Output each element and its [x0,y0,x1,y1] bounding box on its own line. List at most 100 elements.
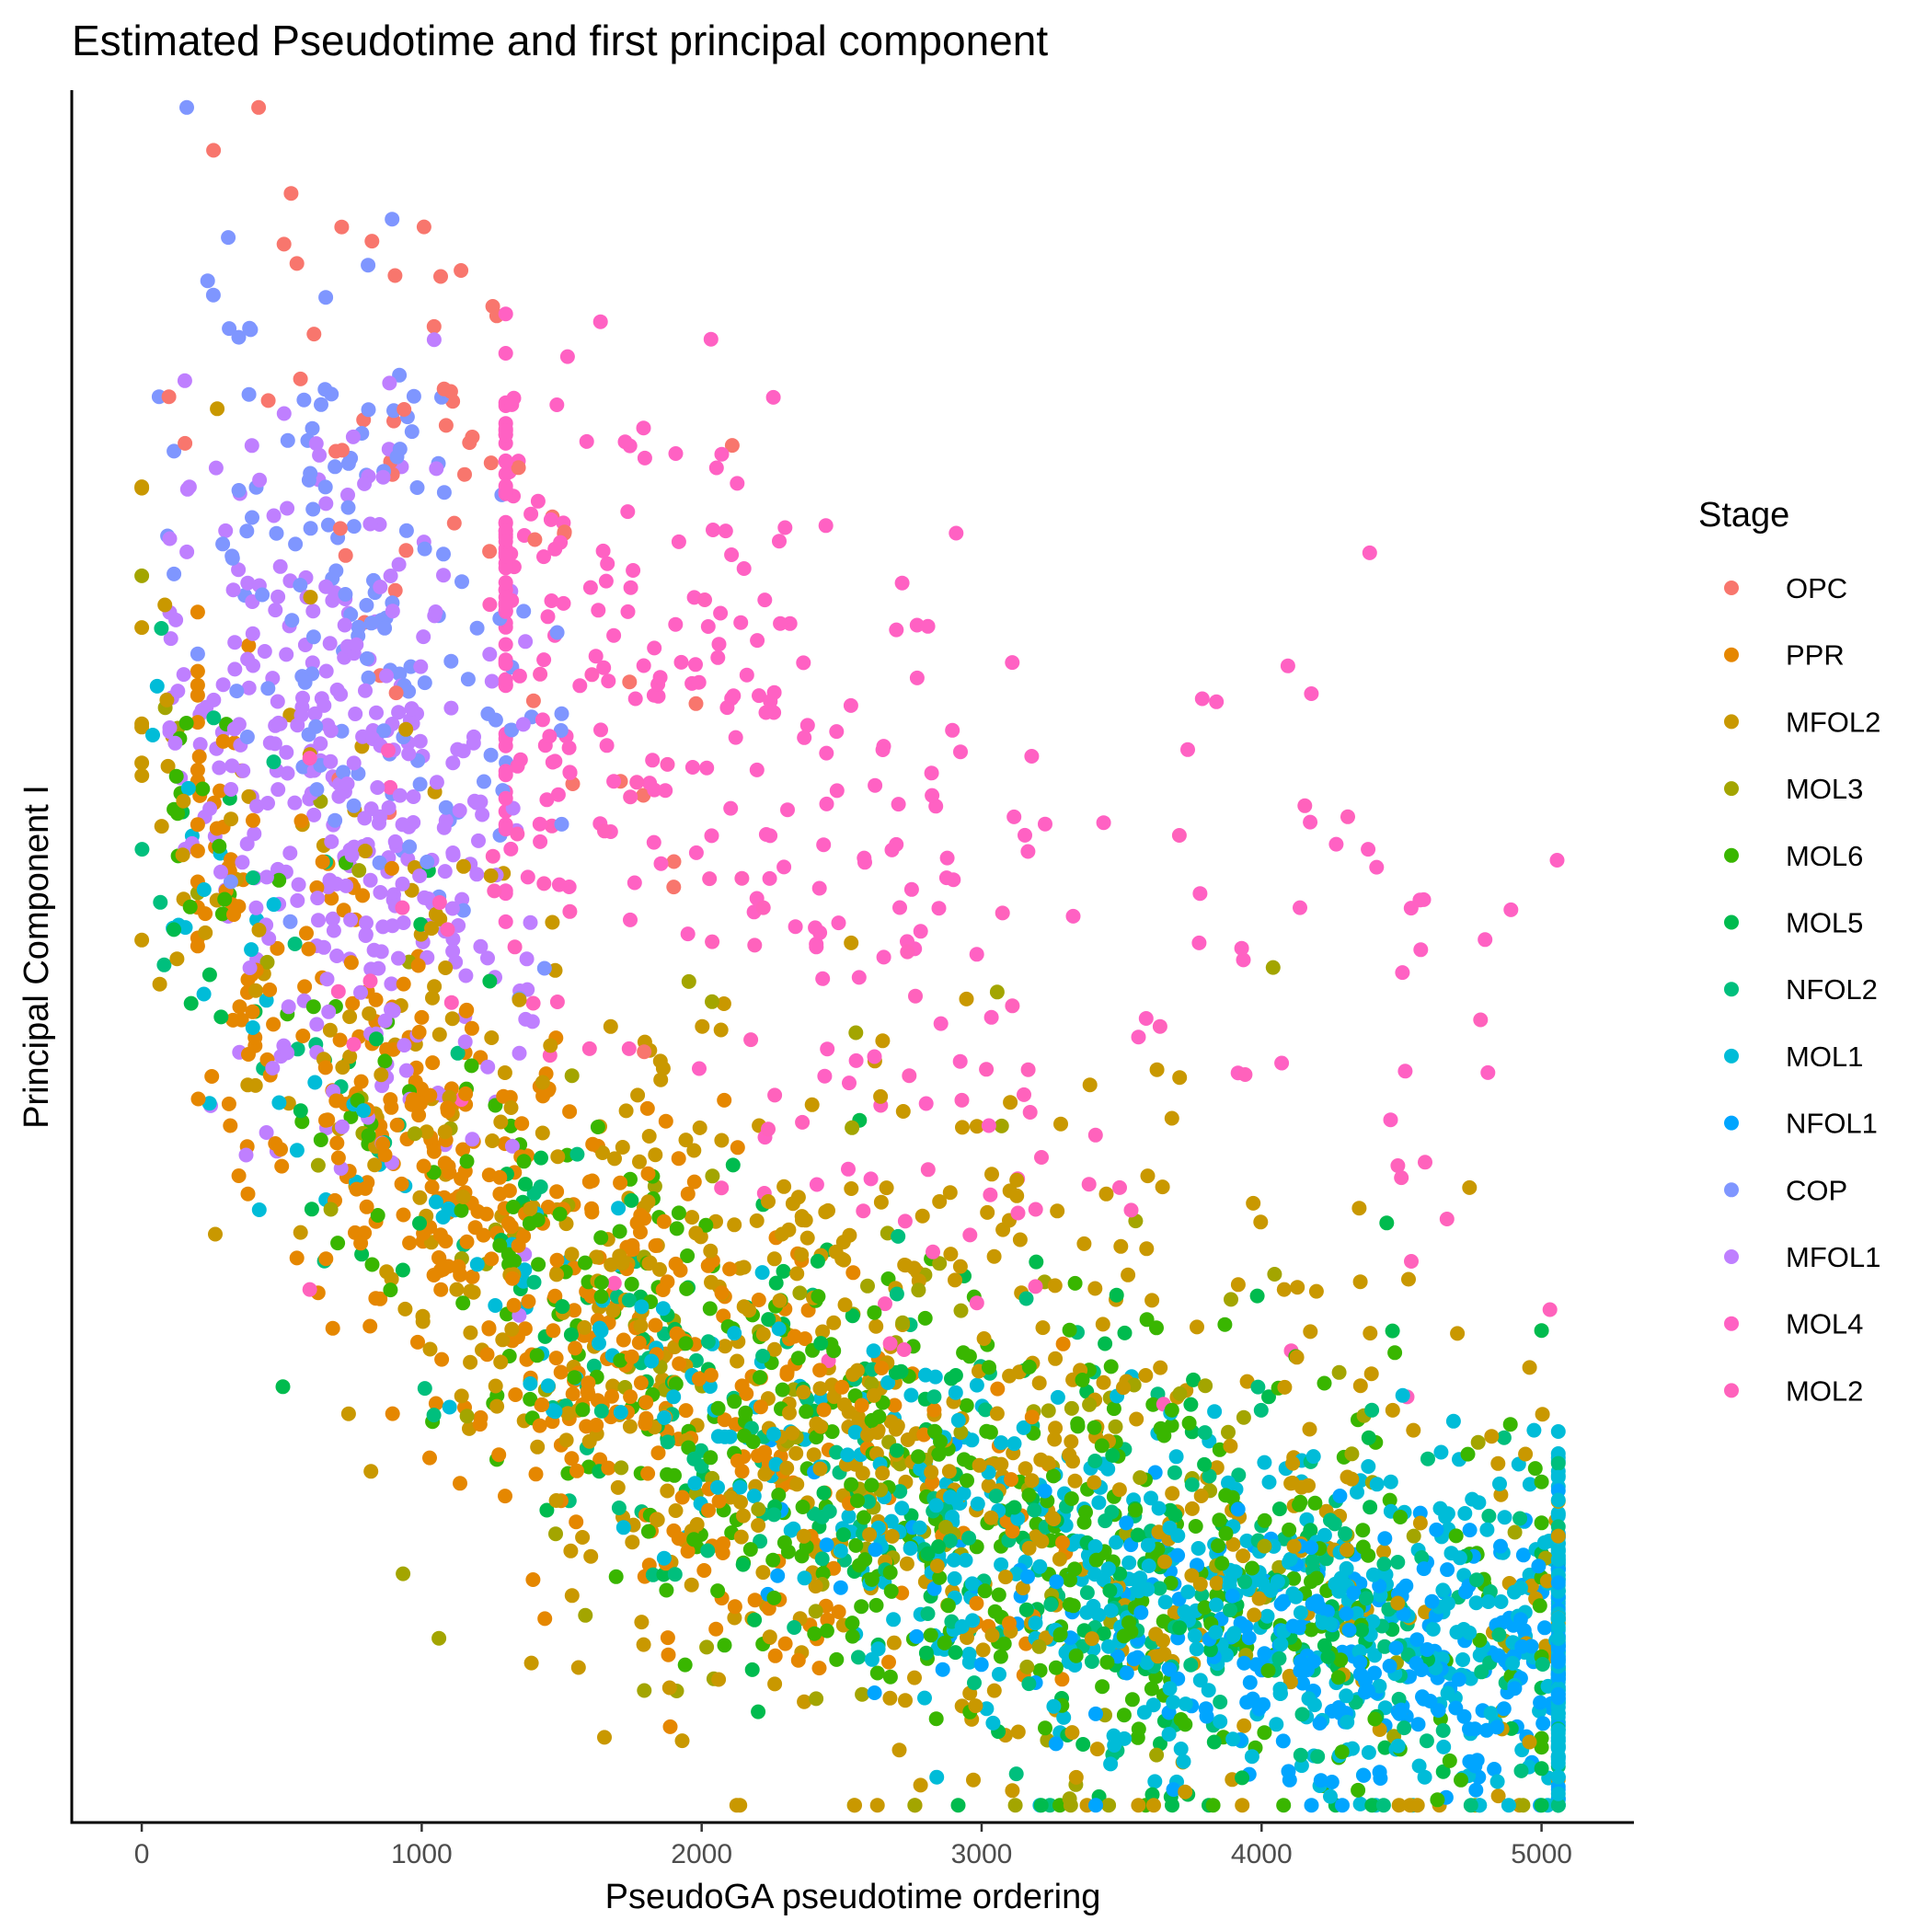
data-point-mfol2 [998,1570,1013,1585]
legend-label-mol2: MOL2 [1786,1374,1863,1407]
data-point-cop [318,290,334,305]
data-point-ppr [703,1367,719,1383]
data-point-mol5 [1364,1798,1380,1813]
data-point-mol1 [356,1103,372,1119]
data-point-mol6 [1063,1572,1077,1588]
data-point-nfol2 [526,1274,542,1290]
data-point-mol4 [498,886,513,902]
data-point-nfol2 [766,1507,782,1523]
data-point-mfol1 [291,877,306,892]
data-point-mol1 [1139,1655,1155,1671]
data-point-mol5 [293,1103,308,1119]
data-point-mol1 [201,1096,217,1111]
data-point-mol1 [1550,1424,1566,1439]
data-point-mol3 [932,1256,948,1271]
data-point-ppr [453,1476,467,1491]
data-point-mol4 [617,434,633,450]
data-point-mfol2 [1140,1168,1156,1184]
data-point-mfol1 [450,742,466,757]
data-point-mfol2 [688,1225,704,1241]
data-point-mfol2 [751,1518,766,1533]
data-point-mol2 [395,900,410,915]
data-point-mol6 [996,1636,1012,1651]
data-point-mol6 [852,1558,868,1573]
data-point-mol5 [888,1364,903,1380]
data-point-mfol1 [177,373,192,388]
data-point-mfol2 [428,906,443,922]
data-point-ppr [459,1234,475,1249]
data-point-mol3 [548,1526,563,1542]
data-point-mol4 [1191,935,1207,950]
legend-label-mol4: MOL4 [1786,1308,1863,1340]
data-point-cop [245,510,259,525]
y-axis-title: Principal Component I [17,785,56,1129]
data-point-mfol2 [733,1494,748,1510]
data-point-mfol2 [972,1457,987,1473]
data-point-mol5 [950,1798,966,1813]
data-point-ppr [532,1418,547,1433]
legend-key-mfol2 [1724,714,1739,730]
data-point-mol4 [543,512,558,527]
data-point-mol1 [917,1690,932,1706]
data-point-mfol2 [1009,1172,1025,1188]
data-point-nfol1 [909,1628,925,1644]
data-point-mol6 [552,1206,568,1222]
data-point-mfol1 [458,968,474,983]
data-point-mfol2 [952,1259,968,1274]
data-point-ppr [662,1719,678,1734]
data-point-mol5 [201,967,217,983]
data-point-mfol1 [358,683,373,698]
data-point-mol1 [1550,1769,1566,1785]
data-point-mfol1 [374,944,389,960]
data-point-nfol1 [1324,1775,1340,1789]
data-point-mfol1 [396,915,411,930]
data-point-mol1 [1192,1673,1208,1688]
data-point-mfol2 [828,1244,844,1259]
data-point-mol6 [377,1053,393,1069]
data-point-cop [320,517,336,533]
data-point-opc [398,543,414,558]
data-point-mfol1 [272,558,288,574]
data-point-mol5 [1354,1623,1369,1638]
data-point-opc [688,696,704,711]
data-point-mol6 [795,1500,811,1514]
data-point-nfol2 [667,1567,683,1582]
data-point-nfol2 [1197,1425,1213,1441]
data-point-mol1 [1273,1637,1289,1652]
data-point-ppr [648,1317,663,1333]
data-point-mfol1 [391,950,406,966]
data-point-nfol2 [1481,1508,1497,1524]
data-point-mol1 [1433,1444,1449,1460]
data-point-mol6 [659,1582,674,1598]
legend-label-mol1: MOL1 [1786,1041,1863,1073]
data-point-ppr [639,1100,655,1116]
data-point-mol1 [1452,1550,1467,1566]
data-point-mol2 [979,1062,995,1077]
data-point-mol1 [1079,1604,1095,1620]
data-point-mol1 [1239,1533,1255,1548]
data-point-mfol2 [660,1483,675,1499]
data-point-ppr [506,1297,522,1313]
data-point-nfol2 [988,1489,1004,1504]
data-point-mfol2 [790,1190,806,1205]
data-point-opc [387,582,403,598]
data-point-mol6 [1145,1397,1161,1412]
data-point-ppr [266,1017,282,1032]
data-point-mfol1 [305,655,320,671]
data-point-mfol1 [379,668,394,684]
data-point-nfol1 [1531,1558,1547,1574]
data-point-nfol2 [1435,1723,1451,1738]
data-point-mol4 [843,697,858,713]
data-point-mol5 [1363,1500,1378,1515]
data-point-mol4 [867,1049,882,1064]
legend-label-mol6: MOL6 [1786,840,1863,872]
data-point-mol3 [564,1068,580,1084]
data-point-mol1 [1369,1477,1385,1492]
data-point-ppr [537,1611,553,1627]
data-point-ppr [492,1186,508,1202]
data-point-mfol2 [485,1133,500,1148]
data-point-nfol2 [686,1451,702,1466]
data-point-nfol2 [1376,1557,1392,1571]
data-point-mfol2 [1096,1374,1111,1390]
data-point-ppr [498,1489,512,1504]
